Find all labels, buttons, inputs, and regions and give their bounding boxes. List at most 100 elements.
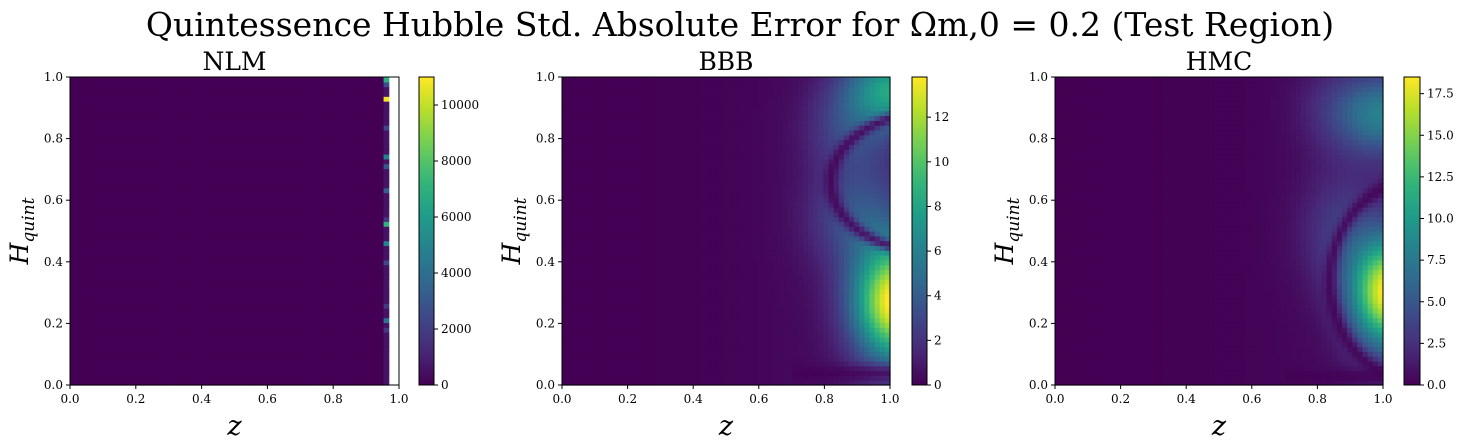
heatmap-cell	[193, 317, 200, 324]
heatmap-cell	[105, 149, 112, 155]
heatmap-cell	[255, 356, 261, 362]
heatmap-cell	[162, 375, 169, 381]
heatmap-cell	[327, 154, 333, 160]
heatmap-cell	[363, 365, 369, 372]
heatmap-cell	[603, 192, 609, 198]
heatmap-cell	[306, 375, 313, 381]
heatmap-cell	[270, 91, 277, 97]
heatmap-cell	[162, 125, 169, 131]
heatmap-cell	[623, 279, 630, 285]
heatmap-cell	[90, 115, 97, 121]
heatmap-cell	[623, 336, 630, 343]
heatmap-cell	[229, 312, 236, 319]
heatmap-cell	[291, 105, 297, 112]
heatmap-cell	[311, 211, 318, 218]
heatmap-cell	[141, 308, 148, 314]
heatmap-cell	[332, 360, 338, 367]
heatmap-cell	[198, 317, 205, 324]
heatmap-cell	[183, 120, 189, 126]
heatmap-cell	[105, 312, 112, 319]
heatmap-cell	[270, 115, 277, 121]
heatmap-cell	[203, 110, 210, 117]
heatmap-cell	[95, 279, 102, 285]
heatmap-cell	[249, 77, 256, 83]
heatmap-cell	[183, 264, 189, 271]
heatmap-cell	[126, 197, 133, 203]
heatmap-cell	[157, 274, 164, 280]
heatmap-cell	[239, 250, 246, 256]
heatmap-cell	[597, 240, 604, 247]
heatmap-cell	[337, 356, 344, 362]
heatmap-cell	[347, 178, 354, 184]
heatmap-cell	[373, 375, 380, 381]
heatmap-cell	[567, 380, 573, 386]
heatmap-cell	[378, 360, 385, 367]
heatmap-cell	[577, 240, 584, 247]
heatmap-cell	[577, 206, 584, 213]
heatmap-cell	[296, 139, 302, 145]
heatmap-cell	[311, 375, 318, 381]
heatmap-cell	[121, 115, 128, 121]
heatmap-cell	[162, 264, 169, 271]
heatmap-cell	[296, 303, 302, 309]
heatmap-cell	[597, 221, 604, 227]
heatmap-cell	[572, 264, 578, 271]
heatmap-cell	[203, 341, 210, 348]
heatmap-cell	[183, 129, 189, 136]
heatmap-cell	[306, 288, 313, 295]
heatmap-cell	[239, 312, 246, 319]
heatmap-cell	[597, 206, 604, 213]
heatmap-cell	[198, 158, 205, 165]
heatmap-cell	[239, 274, 246, 280]
heatmap-cell	[628, 125, 635, 131]
heatmap-cell	[633, 259, 640, 266]
heatmap-cell	[131, 163, 138, 170]
heatmap-cell	[90, 86, 97, 93]
heatmap-cell	[183, 91, 189, 97]
heatmap-cell	[572, 168, 578, 174]
heatmap-cell	[193, 211, 200, 218]
heatmap-cell	[121, 149, 128, 155]
heatmap-cell	[157, 380, 164, 386]
heatmap-cell	[167, 182, 174, 189]
heatmap-cell	[562, 154, 568, 160]
heatmap-cell	[285, 221, 292, 227]
heatmap-cell	[70, 279, 76, 285]
heatmap-cell	[198, 211, 205, 218]
heatmap-cell	[85, 259, 92, 266]
heatmap-cell	[85, 158, 92, 165]
heatmap-cell	[378, 149, 385, 155]
heatmap-cell	[126, 288, 133, 295]
heatmap-cell	[306, 356, 313, 362]
heatmap-cell	[608, 192, 614, 198]
heatmap-cell	[70, 149, 76, 155]
heatmap-cell	[265, 360, 272, 367]
heatmap-cell	[316, 336, 323, 343]
heatmap-cell	[147, 139, 153, 145]
heatmap-cell	[136, 269, 143, 275]
heatmap-cell	[183, 187, 189, 194]
heatmap-cell	[177, 274, 184, 280]
heatmap-cell	[70, 308, 76, 314]
heatmap-cell	[311, 274, 318, 280]
heatmap-cell	[244, 351, 251, 357]
heatmap-cell	[172, 250, 179, 256]
heatmap-cell	[85, 279, 92, 285]
heatmap-cell	[352, 81, 359, 88]
heatmap-cell	[131, 308, 138, 314]
heatmap-cell	[224, 303, 230, 309]
heatmap-cell	[337, 365, 344, 372]
heatmap-cell	[306, 182, 313, 189]
heatmap-cell	[592, 327, 599, 333]
heatmap-cell	[229, 206, 236, 213]
heatmap-cell	[255, 149, 261, 155]
heatmap-cell	[70, 226, 76, 232]
heatmap-cell	[219, 327, 225, 333]
heatmap-cell	[219, 211, 225, 218]
heatmap-cell	[567, 139, 573, 145]
heatmap-cell	[255, 216, 261, 222]
heatmap-cell	[95, 120, 102, 126]
heatmap-cell	[567, 322, 573, 328]
heatmap-cell	[213, 115, 220, 121]
heatmap-cell	[70, 288, 76, 295]
